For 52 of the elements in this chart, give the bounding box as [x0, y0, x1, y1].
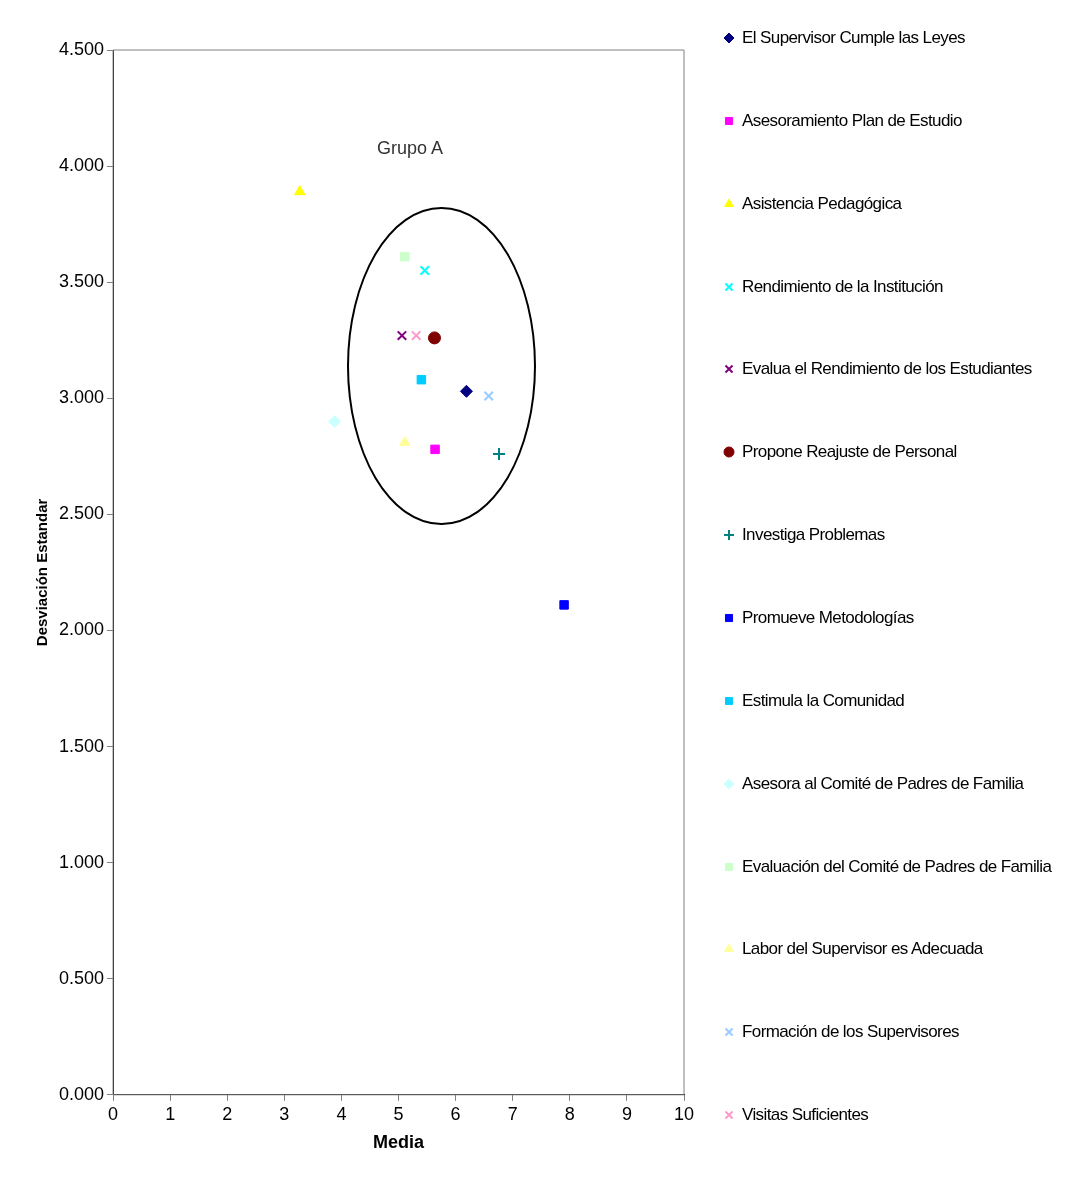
x-tick-label: 5: [393, 1103, 404, 1124]
y-tick-label: 1.000: [59, 851, 105, 872]
point: [483, 390, 494, 402]
x-tick-label: 7: [507, 1103, 518, 1124]
x-tick-label: 3: [279, 1103, 290, 1124]
legend-label: Promueve Metodologías: [742, 608, 914, 628]
legend-label: Investiga Problemas: [742, 525, 885, 546]
y-tick-label: 1.500: [59, 735, 105, 756]
y-tick-label: 0.500: [59, 967, 105, 988]
legend-label: Asistencia Pedagógica: [742, 193, 902, 214]
point: [410, 330, 422, 341]
legend-label: Evalua el Rendimiento de los Estudiantes: [742, 359, 1032, 380]
legend-label: Evaluación del Comité de Padres de Familia: [742, 856, 1052, 877]
point: [459, 384, 473, 398]
y-tick-label: 4.000: [59, 155, 105, 176]
x-axis-title: Media: [373, 1132, 426, 1153]
x-tick-label: 2: [222, 1103, 233, 1124]
x-tick-label: 9: [621, 1103, 632, 1124]
point: [416, 374, 427, 385]
legend-label: Rendimiento de la Institución: [742, 276, 943, 297]
legend-label: Propone Reajuste de Personal: [742, 442, 957, 463]
point: [492, 446, 507, 461]
point: [430, 444, 440, 455]
annotation: Grupo A: [376, 138, 443, 159]
y-tick-label: 2.500: [59, 503, 105, 524]
x-tick-label: 1: [165, 1103, 176, 1124]
point: [396, 330, 408, 341]
point: [427, 331, 441, 345]
legend-label: Visitas Suficientes: [742, 1105, 869, 1126]
legend-label: Estimula la Comunidad: [742, 690, 905, 711]
point: [400, 251, 410, 262]
point: [399, 435, 411, 446]
x-tick-label: 0: [108, 1103, 119, 1124]
point: [419, 265, 431, 276]
legend-label: Formación de los Supervisores: [742, 1022, 959, 1043]
y-tick-label: 4.500: [59, 38, 105, 59]
legend-label: Asesora al Comité de Padres de Familia: [742, 773, 1024, 794]
x-tick-label: 6: [450, 1103, 461, 1124]
y-tick-label: 3.500: [59, 271, 105, 292]
y-tick-label: 0.000: [59, 1083, 105, 1104]
point: [559, 600, 569, 610]
x-tick-label: 8: [564, 1103, 575, 1124]
y-axis-title: Desviación Estandar: [33, 498, 51, 647]
x-tick-label: 4: [336, 1103, 347, 1124]
y-tick-label: 3.000: [59, 387, 105, 408]
point: [294, 185, 306, 196]
legend-label: Labor del Supervisor es Adecuada: [742, 939, 983, 960]
y-tick-label: 2.000: [59, 619, 105, 640]
legend-label: Asesoramiento Plan de Estudio: [742, 110, 962, 131]
legend-label: El Supervisor Cumple las Leyes: [742, 28, 965, 48]
point: [328, 414, 342, 428]
x-tick-label: 10: [673, 1103, 695, 1124]
